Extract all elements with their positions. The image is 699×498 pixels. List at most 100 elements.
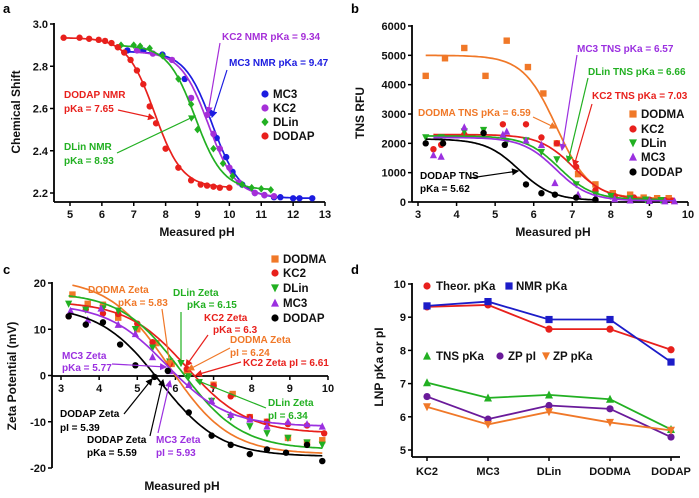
data-point (101, 37, 109, 45)
annotation: KC2 TNS pKa = 7.03 (572, 91, 688, 168)
annotation: DLin Zeta pI = 6.34 (194, 378, 314, 422)
fit-curve (425, 138, 596, 201)
panel-d: d LNP pKa or pI 5 6 7 8 9 10 KC2 MC3 DLin DODMA DODA… (351, 262, 691, 478)
data-point (319, 457, 326, 465)
data-point (263, 430, 271, 438)
data-point (146, 103, 153, 110)
data-point (296, 195, 303, 202)
category-label: DLin (537, 466, 562, 478)
x-tick-label: 7 (569, 209, 575, 221)
x-tick-label: 12 (287, 209, 299, 221)
x-tick-label: 4 (96, 383, 103, 395)
data-point (187, 100, 195, 109)
legend-label: DODMA (641, 109, 684, 121)
data-point (522, 136, 530, 144)
legend-label: MC3 (641, 152, 665, 164)
data-point (606, 325, 614, 333)
data-point (429, 151, 438, 159)
series-dodap (65, 312, 326, 465)
annotation-text: MC3 NMR pKa = 9.47 (229, 58, 329, 69)
y-tick-label: 3.0 (33, 19, 48, 31)
annotation: DODMA Zeta pI = 6.24 (186, 335, 291, 371)
annotation-text: DODMA Zeta (230, 335, 291, 346)
data-point (522, 181, 530, 188)
data-point (572, 194, 580, 201)
legend-label: DODAP (641, 167, 683, 179)
data-point (131, 326, 139, 334)
data-point (422, 134, 430, 142)
data-point (499, 121, 507, 128)
category-label: DODAP (651, 466, 691, 478)
data-point (114, 307, 122, 315)
y-tick-label: -10 (30, 417, 46, 429)
data-point (309, 195, 316, 202)
data-point (127, 56, 134, 64)
x-tick-label: 5 (492, 209, 498, 221)
data-point (538, 134, 545, 141)
data-point (284, 417, 292, 425)
legend-marker (271, 284, 279, 293)
data-point (441, 55, 449, 62)
data-point (149, 339, 156, 346)
x-tick-label: 3 (415, 209, 421, 221)
data-point (572, 181, 580, 189)
annotation-arrow (469, 168, 520, 179)
panel-c: c Zeta Potential (mV) -20 -10 0 10 20 3 4 5 6 7 8 9 10… (3, 254, 334, 493)
data-point (216, 184, 224, 191)
data-point (85, 35, 93, 42)
y-axis-label: TNS RFU (353, 87, 367, 139)
data-point (148, 353, 157, 361)
annotation-text: DODAP NMR (64, 90, 126, 101)
annotation-text: pKa = 6.3 (213, 325, 258, 336)
legend-marker (261, 90, 269, 98)
data-point (318, 441, 326, 449)
data-point (545, 408, 553, 417)
x-tick-label: 9 (646, 209, 652, 221)
annotation-arrow (572, 103, 593, 168)
annotation-text: DLin NMR (64, 142, 113, 153)
data-point (592, 196, 599, 203)
y-axis-label: Zeta Potential (mV) (5, 322, 19, 431)
data-point (430, 146, 437, 153)
legend-marker (271, 314, 279, 322)
annotation-arrow (185, 334, 209, 367)
data-point (65, 300, 73, 308)
data-point (175, 75, 182, 83)
annotation: DLin NMR pKa = 8.93 (64, 115, 197, 167)
data-point (551, 178, 559, 187)
legend-label: MC3 (283, 298, 307, 310)
data-point (263, 422, 271, 430)
y-tick-label: 4000 (382, 80, 406, 92)
data-point (480, 129, 487, 137)
data-point (553, 156, 561, 164)
category-label: KC2 (416, 466, 438, 478)
data-point (423, 392, 431, 401)
annotation-text: pKa = 7.65 (64, 104, 114, 115)
panel-letter: d (351, 262, 359, 277)
data-point (653, 194, 661, 202)
data-point (248, 183, 255, 192)
annotation-arrow (205, 42, 221, 115)
fit-curve (68, 303, 325, 433)
data-point (76, 34, 83, 41)
data-point (645, 196, 654, 205)
data-point (484, 393, 492, 402)
x-tick-label: 3 (58, 383, 64, 395)
x-tick-label: 10 (682, 209, 694, 221)
data-point (159, 51, 166, 60)
data-point (263, 446, 271, 453)
data-point (120, 49, 128, 56)
annotation-arrow (111, 363, 168, 371)
x-tick-label: 6 (531, 209, 537, 221)
data-point (226, 164, 233, 171)
x-tick-label: 10 (223, 209, 235, 221)
annotation-text: KC2 TNS pKa = 7.03 (592, 91, 688, 102)
data-point (482, 72, 489, 80)
data-point (667, 433, 675, 441)
fit-curve (70, 307, 323, 427)
data-point (115, 314, 122, 321)
y-tick-label: 5 (400, 445, 406, 457)
legend-marker (423, 282, 431, 290)
y-tick-label: 20 (34, 278, 46, 290)
